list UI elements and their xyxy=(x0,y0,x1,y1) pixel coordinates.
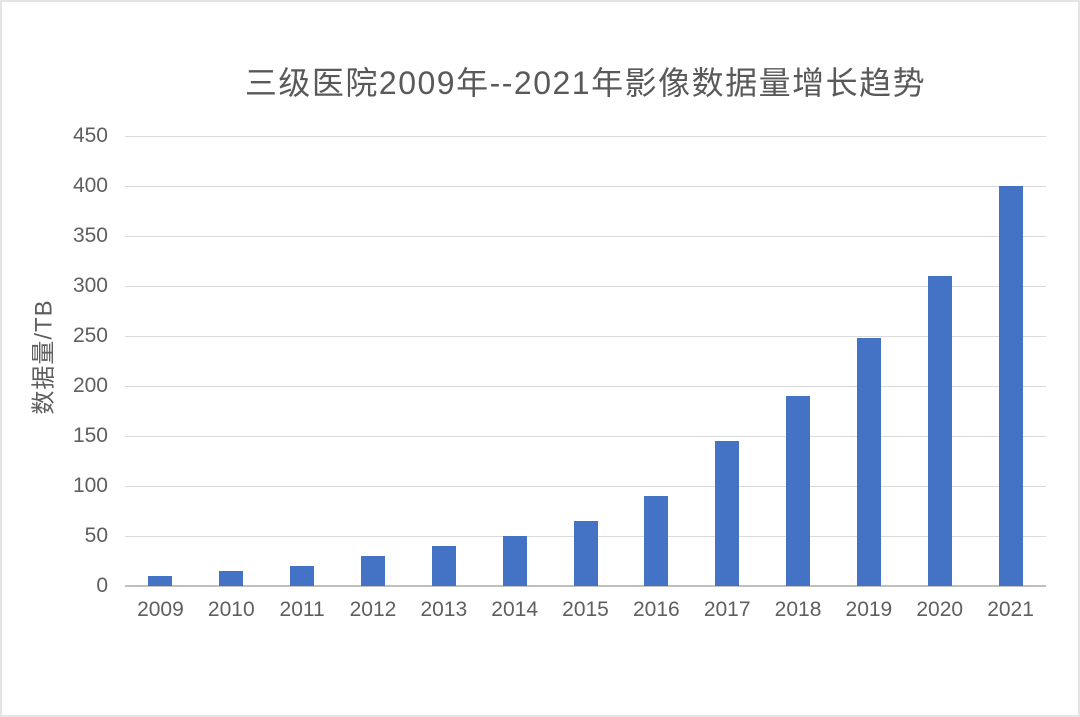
bar-2009 xyxy=(148,576,173,586)
x-tick-label: 2012 xyxy=(349,598,397,621)
x-tick-label: 2019 xyxy=(845,598,893,621)
x-tick-label: 2020 xyxy=(916,598,964,621)
x-tick-label: 2018 xyxy=(774,598,822,621)
y-tick-label: 50 xyxy=(84,524,108,547)
y-tick-label: 0 xyxy=(96,574,108,597)
bar-2021 xyxy=(998,186,1023,586)
x-tick-label: 2015 xyxy=(562,598,609,621)
gridline xyxy=(125,436,1046,437)
gridline xyxy=(125,336,1046,337)
bar-2013 xyxy=(431,546,456,586)
bar-2018 xyxy=(786,396,811,586)
x-tick-label: 2021 xyxy=(987,598,1034,621)
chart-title: 三级医院2009年--2021年影像数据量增长趋势 xyxy=(244,65,927,101)
x-tick-label: 2016 xyxy=(632,598,680,621)
y-tick-label: 200 xyxy=(72,374,108,397)
bar-2017 xyxy=(715,441,740,586)
x-axis-line xyxy=(125,585,1046,587)
bar-2014 xyxy=(502,536,527,586)
bar-2010 xyxy=(219,571,244,586)
bar-2012 xyxy=(360,556,385,586)
x-tick-label: 2010 xyxy=(207,598,255,621)
gridline xyxy=(125,486,1046,487)
y-tick-label: 150 xyxy=(72,424,108,447)
y-tick-label: 100 xyxy=(72,474,108,497)
bar-2015 xyxy=(573,521,598,586)
gridline xyxy=(125,186,1046,187)
x-tick-label: 2009 xyxy=(137,598,184,621)
bar-2016 xyxy=(644,496,669,586)
plot-area xyxy=(125,136,1046,587)
y-tick-label: 300 xyxy=(72,274,108,297)
bar-2011 xyxy=(290,566,315,586)
x-tick-label: 2017 xyxy=(703,598,751,621)
gridline xyxy=(125,136,1046,137)
gridline xyxy=(125,386,1046,387)
y-tick-label: 250 xyxy=(72,324,108,347)
gridline xyxy=(125,236,1046,237)
x-tick-label: 2014 xyxy=(491,598,538,621)
bar-2020 xyxy=(927,276,952,586)
bar-2019 xyxy=(856,338,881,586)
gridline xyxy=(125,286,1046,287)
y-tick-label: 350 xyxy=(72,224,108,247)
y-tick-label: 400 xyxy=(72,174,108,197)
x-tick-label: 2011 xyxy=(279,598,325,621)
y-tick-label: 450 xyxy=(72,124,108,147)
x-tick-label: 2013 xyxy=(420,598,468,621)
